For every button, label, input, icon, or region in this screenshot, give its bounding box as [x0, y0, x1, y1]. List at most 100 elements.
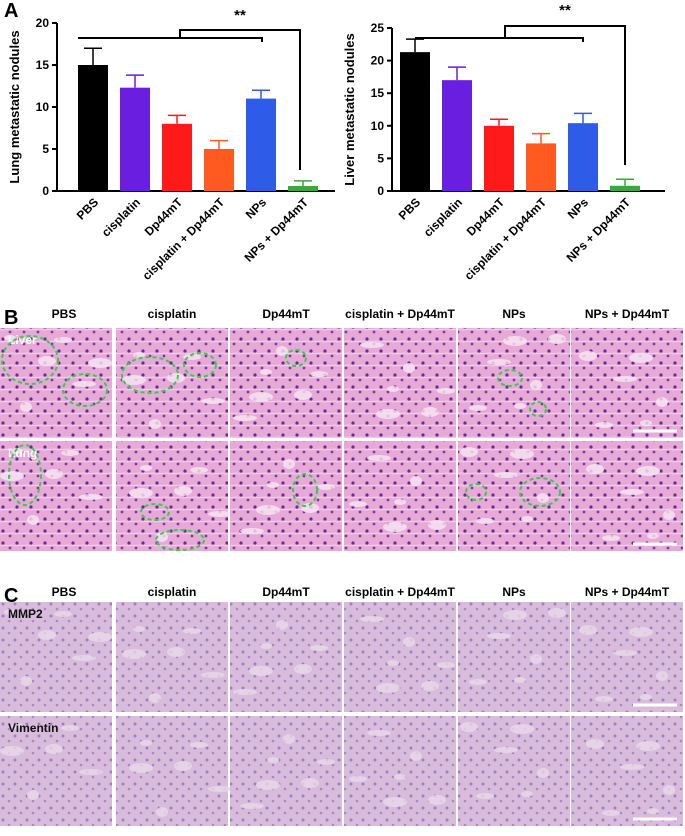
tissue-space [530, 654, 542, 664]
y-tick-label: 10 [36, 100, 50, 114]
x-tick-label: PBS [396, 195, 423, 222]
tissue-space [521, 791, 533, 797]
error-bar [448, 66, 466, 81]
tissue-space [317, 484, 335, 490]
micrograph [571, 602, 683, 712]
tissue-space [11, 448, 23, 454]
metastasis-outline [529, 401, 547, 417]
tissue-space [260, 369, 272, 375]
column-header: Dp44mT [262, 307, 310, 321]
bar [204, 149, 234, 191]
tissue-space [11, 723, 23, 729]
micrograph [344, 441, 456, 551]
micrograph [458, 716, 570, 826]
tissue-space [156, 532, 168, 542]
micrograph [458, 441, 570, 551]
bar [442, 80, 472, 191]
significance-bracket [415, 25, 626, 165]
tissue-space [636, 466, 660, 476]
significance-bracket [78, 29, 301, 170]
tissue-space [360, 616, 384, 622]
tissue-space [647, 808, 659, 814]
metastasis-outline [183, 352, 217, 378]
tissue-space [503, 336, 527, 346]
bar [162, 123, 192, 191]
tissue-space [663, 510, 675, 520]
column-header: PBS [52, 585, 77, 599]
tissue-space [256, 505, 280, 515]
tissue-space [514, 403, 526, 409]
micrograph [230, 602, 342, 712]
y-tick-label: 0 [377, 184, 384, 198]
tissue-space [276, 620, 288, 630]
tissue-space [190, 742, 208, 748]
metastasis-outline [62, 373, 108, 407]
micrograph [458, 602, 570, 712]
tissue-space [129, 488, 153, 498]
error-bar [84, 47, 102, 65]
tissue-space [579, 625, 597, 635]
tissue-space [437, 662, 455, 668]
error-bar [126, 74, 144, 88]
tissue-space [156, 807, 168, 817]
tissue-space [469, 405, 487, 411]
tissue-space [208, 786, 232, 792]
tissue-space [629, 353, 653, 363]
tissue-space [620, 489, 644, 495]
tissue-space [403, 637, 415, 647]
row-label: Vimentin [8, 721, 58, 735]
error-bar [574, 112, 592, 124]
tissue-space [586, 739, 604, 749]
error-bar [532, 132, 550, 144]
tissue-space [122, 375, 146, 385]
y-axis-label: Lung metastatic nodules [7, 30, 22, 183]
tissue-space [27, 515, 39, 525]
tissue-space [636, 741, 660, 751]
bar [288, 185, 318, 191]
x-tick-label: Dp44mT [142, 195, 186, 239]
tissue-space [387, 660, 399, 666]
tissue-space [613, 650, 637, 656]
tissue-space [133, 626, 145, 632]
tissue-space [579, 351, 597, 361]
tissue-space [45, 744, 63, 754]
column-header: NPs [502, 307, 526, 321]
tissue-space [208, 511, 232, 517]
tissue-space [394, 774, 406, 780]
metastasis-outline [140, 503, 170, 521]
tissue-space [629, 627, 653, 637]
metastasis-outline [292, 473, 318, 507]
y-tick-label: 20 [36, 16, 50, 30]
tissue-space [514, 677, 526, 683]
tissue-space [437, 388, 455, 394]
tissue-space [367, 730, 391, 736]
y-tick-label: 5 [42, 142, 49, 156]
y-tick-label: 0 [42, 184, 49, 198]
x-tick-label: cisplatin [99, 195, 143, 239]
tissue-space [88, 632, 112, 642]
tissue-space [140, 740, 152, 746]
tissue-space [494, 472, 518, 478]
tissue-space [510, 449, 534, 459]
bar [120, 87, 150, 191]
tissue-space [72, 381, 96, 387]
x-tick-label: NPs [565, 195, 592, 222]
tissue-space [283, 459, 295, 469]
tissue-space [4, 335, 16, 341]
tissue-space [640, 420, 652, 426]
tissue-space [45, 469, 63, 479]
tissue-space [367, 455, 391, 461]
tissue-space [283, 734, 295, 744]
metastasis-outline [497, 369, 523, 387]
bar [246, 98, 276, 191]
tissue-space [240, 803, 264, 809]
tissue-space [167, 373, 185, 383]
x-tick-label: Dp44mT [464, 195, 508, 239]
tissue-space [487, 633, 511, 639]
tissue-space [476, 518, 494, 524]
tissue-space [530, 380, 542, 390]
tissue-space [20, 402, 32, 412]
tissue-space [174, 761, 192, 771]
micrograph [458, 328, 570, 438]
